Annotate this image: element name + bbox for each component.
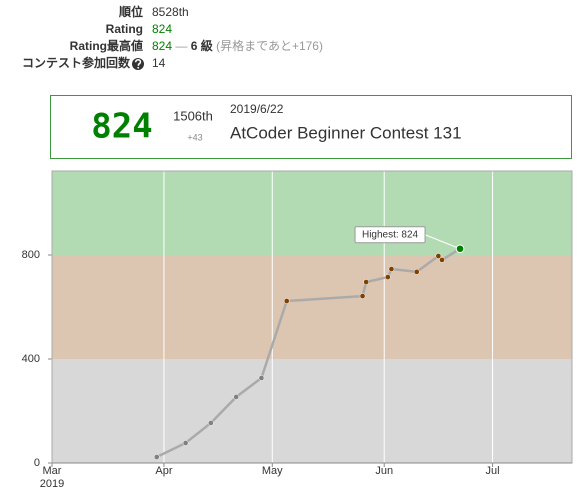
x-tick-label: Jun <box>375 465 393 477</box>
x-tick-label: Jul <box>486 465 500 477</box>
latest-box <box>50 95 572 159</box>
row-value: 824 <box>152 39 172 53</box>
rating-band <box>52 254 572 359</box>
rating-point <box>283 298 290 304</box>
row-value: 824 <box>152 22 172 36</box>
rating-band <box>52 171 572 255</box>
note: (昇格まであと+176) <box>216 38 323 53</box>
rating-point <box>182 440 189 446</box>
annotation-box <box>354 226 426 244</box>
rating-point <box>384 274 391 280</box>
latest-place: 1506th <box>173 108 213 123</box>
x-tick-label: May <box>262 465 283 477</box>
row-label: コンテスト参加回数 <box>22 55 131 70</box>
latest-diff: +43 <box>187 132 202 142</box>
rating-point <box>258 375 265 381</box>
y-tick-label: 0 <box>34 457 40 469</box>
rank: 6 級 <box>191 38 213 53</box>
row-label: Rating最高値 <box>70 38 143 53</box>
rating-point <box>435 253 442 259</box>
separator: — <box>175 39 187 53</box>
latest-rating: 824 <box>91 107 152 147</box>
y-tick-label: 800 <box>22 249 40 261</box>
rating-line <box>156 247 461 459</box>
x-tick-label: Apr <box>155 465 172 477</box>
latest-date: 2019/6/22 <box>230 102 284 116</box>
rating-point <box>153 454 160 460</box>
row-text: 824 — 6 級 (昇格まであと+176) <box>152 38 323 53</box>
rating-band <box>52 358 572 463</box>
row-label: 順位 <box>118 4 143 19</box>
rating-point <box>413 269 420 275</box>
rating-point <box>455 244 465 254</box>
row-label: Rating <box>106 22 143 36</box>
rating-chart: 0 400 800 Mar Apr May Jun Jul 2019 Highest: 824 <box>22 170 573 490</box>
annotation: Highest: 824 <box>362 229 419 240</box>
row-value: 8528th <box>152 5 189 19</box>
x-year-label: 2019 <box>40 478 64 490</box>
x-tick-label: Mar <box>43 465 62 477</box>
rating-point <box>208 420 214 426</box>
rating-point <box>359 293 366 299</box>
row-value: 14 <box>152 56 166 70</box>
rating-point <box>233 394 240 400</box>
help-icon[interactable] <box>132 58 144 70</box>
rating-point <box>388 266 395 272</box>
y-tick-label: 400 <box>22 353 40 365</box>
annotation-leader <box>424 234 461 250</box>
latest-contest[interactable]: AtCoder Beginner Contest 131 <box>230 123 462 142</box>
rating-point <box>363 279 370 285</box>
rating-point <box>439 257 445 263</box>
